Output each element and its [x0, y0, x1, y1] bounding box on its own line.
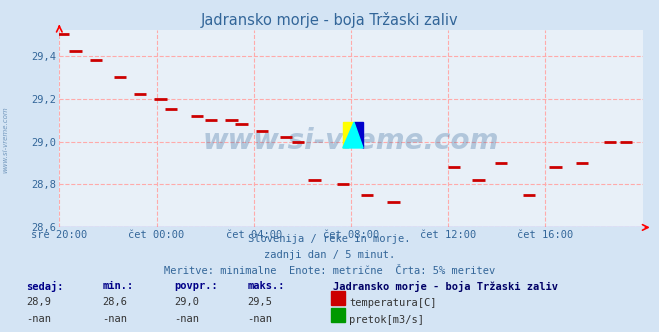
Text: zadnji dan / 5 minut.: zadnji dan / 5 minut.	[264, 250, 395, 260]
Text: Jadransko morje - boja Tržaski zaliv: Jadransko morje - boja Tržaski zaliv	[333, 281, 558, 291]
Text: Jadransko morje - boja Tržaski zaliv: Jadransko morje - boja Tržaski zaliv	[201, 12, 458, 28]
Text: Meritve: minimalne  Enote: metrične  Črta: 5% meritev: Meritve: minimalne Enote: metrične Črta:…	[164, 266, 495, 276]
Text: -nan: -nan	[102, 314, 127, 324]
Text: www.si-vreme.com: www.si-vreme.com	[2, 106, 9, 173]
Text: povpr.:: povpr.:	[175, 281, 218, 290]
Text: min.:: min.:	[102, 281, 133, 290]
Text: 29,5: 29,5	[247, 297, 272, 307]
Text: 28,9: 28,9	[26, 297, 51, 307]
Polygon shape	[354, 122, 363, 148]
Text: Slovenija / reke in morje.: Slovenija / reke in morje.	[248, 234, 411, 244]
Text: temperatura[C]: temperatura[C]	[349, 298, 437, 308]
Text: -nan: -nan	[247, 314, 272, 324]
Polygon shape	[343, 122, 354, 148]
Text: pretok[m3/s]: pretok[m3/s]	[349, 315, 424, 325]
Polygon shape	[343, 122, 363, 148]
Text: sedaj:: sedaj:	[26, 281, 64, 291]
Text: 29,0: 29,0	[175, 297, 200, 307]
Text: maks.:: maks.:	[247, 281, 285, 290]
Text: 28,6: 28,6	[102, 297, 127, 307]
Text: -nan: -nan	[175, 314, 200, 324]
Text: www.si-vreme.com: www.si-vreme.com	[203, 126, 499, 154]
Text: -nan: -nan	[26, 314, 51, 324]
